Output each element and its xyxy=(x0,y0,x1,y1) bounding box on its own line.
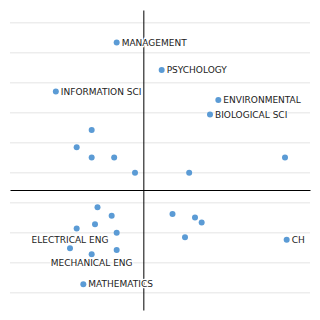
point-label: CH xyxy=(292,235,305,245)
y-axis-line xyxy=(143,11,144,311)
point xyxy=(80,281,86,287)
point xyxy=(74,144,80,150)
point xyxy=(215,97,221,103)
point xyxy=(89,251,95,257)
point xyxy=(159,67,165,73)
point xyxy=(192,214,198,220)
labels: MANAGEMENT INFORMATION SCI PSYCHOLOGY ENVIR… xyxy=(32,38,305,290)
point xyxy=(170,211,176,217)
point xyxy=(282,154,288,160)
x-axis-line xyxy=(11,190,311,191)
point xyxy=(114,247,120,253)
point xyxy=(114,40,120,46)
point-label: MATHEMATICS xyxy=(88,279,153,289)
point-label: ELECTRICAL ENG xyxy=(32,235,109,245)
point xyxy=(109,213,115,219)
grid-line xyxy=(10,52,310,53)
point xyxy=(114,230,120,236)
point xyxy=(95,204,101,210)
point xyxy=(74,226,80,232)
chart: MANAGEMENT INFORMATION SCI PSYCHOLOGY ENVIR… xyxy=(0,0,320,320)
point xyxy=(199,220,205,226)
plot: MANAGEMENT INFORMATION SCI PSYCHOLOGY ENVIR… xyxy=(10,11,311,311)
grid-line xyxy=(10,142,310,143)
grid-line xyxy=(10,202,310,203)
grid-line xyxy=(10,22,310,23)
point xyxy=(53,88,59,94)
grid-line xyxy=(10,292,310,293)
point-label: ENVIRONMENTAL xyxy=(223,95,300,105)
point xyxy=(182,234,188,240)
grid-line xyxy=(10,232,310,233)
grid-line xyxy=(10,172,310,173)
point xyxy=(89,127,95,133)
point-label: BIOLOGICAL SCI xyxy=(215,110,287,120)
y-axis xyxy=(143,11,144,311)
point-label: PSYCHOLOGY xyxy=(167,65,228,75)
grid xyxy=(10,23,310,293)
point xyxy=(186,170,192,176)
point xyxy=(92,221,98,227)
x-axis xyxy=(11,190,311,191)
points xyxy=(53,40,290,288)
grid-line xyxy=(10,82,310,83)
point xyxy=(111,154,117,160)
point xyxy=(207,112,213,118)
point-label: INFORMATION SCI xyxy=(61,87,142,97)
point-label: MECHANICAL ENG xyxy=(51,258,133,268)
point-label: MANAGEMENT xyxy=(122,38,187,48)
point xyxy=(67,245,73,251)
point xyxy=(89,154,95,160)
point xyxy=(284,237,290,243)
point xyxy=(132,170,138,176)
